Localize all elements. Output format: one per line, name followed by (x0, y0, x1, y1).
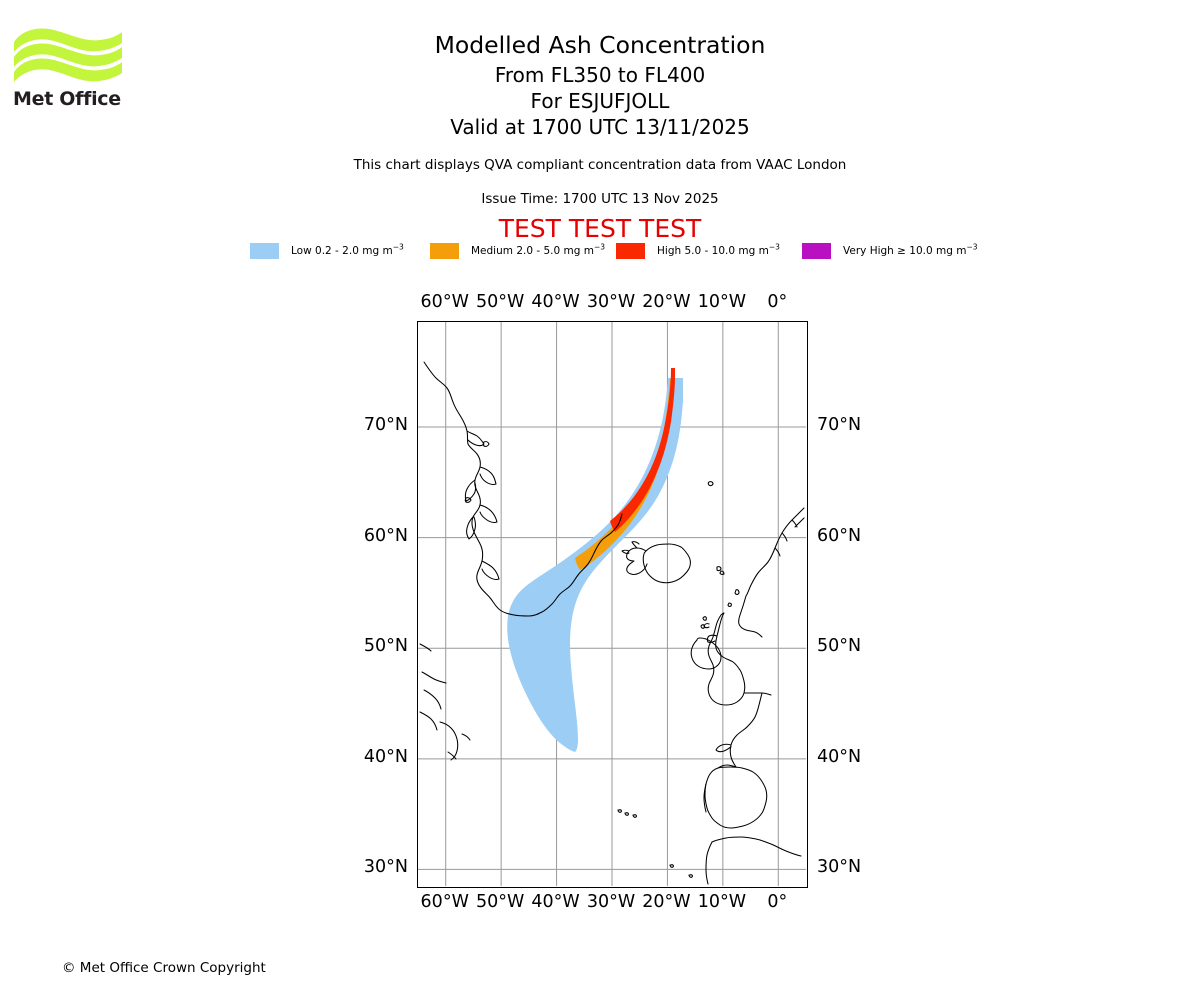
logo-waves-icon (14, 28, 122, 82)
legend-swatch-high (616, 243, 645, 259)
lon-tick-label: 30°W (586, 892, 636, 912)
lon-tick-label: 10°W (697, 292, 747, 312)
longitude-axis-top: 60°W 50°W 40°W 30°W 20°W 10°W 0° (0, 292, 1200, 316)
issue-time: Issue Time: 1700 UTC 13 Nov 2025 (481, 191, 719, 207)
lon-tick-label: 0° (767, 892, 788, 912)
legend-label-high: High 5.0 - 10.0 mg m−3 (657, 242, 780, 257)
lat-tick-label: 60°N (817, 525, 862, 546)
lat-tick-label: 60°N (363, 525, 408, 546)
met-office-logo (12, 24, 124, 114)
map-frame (417, 321, 808, 888)
lat-tick-label: 50°N (817, 636, 862, 657)
map-coastlines (419, 361, 805, 885)
volcano-subtitle: For ESJUFJOLL (530, 89, 670, 113)
lon-tick-label: 0° (767, 292, 788, 312)
lat-tick-label: 70°N (817, 415, 862, 436)
lon-tick-label: 40°W (531, 292, 580, 312)
lat-tick-label: 30°N (817, 857, 862, 878)
map-gridlines (418, 322, 806, 886)
lat-tick-label: 30°N (363, 857, 408, 878)
flight-level-subtitle: From FL350 to FL400 (494, 63, 706, 87)
qva-note: This chart displays QVA compliant concen… (353, 157, 847, 173)
lon-tick-label: 20°W (642, 292, 691, 312)
lon-tick-label: 20°W (642, 892, 691, 912)
lat-tick-label: 40°N (817, 746, 862, 767)
lat-tick-label: 40°N (363, 746, 408, 767)
lon-tick-label: 50°W (475, 892, 525, 912)
legend-item-low: Low 0.2 - 2.0 mg m−3 (250, 242, 404, 260)
legend-swatch-very-high (802, 243, 831, 259)
copyright-footer: © Met Office Crown Copyright (62, 960, 266, 976)
legend-swatch-medium (430, 243, 459, 259)
map-canvas (418, 322, 806, 886)
legend-swatch-low (250, 243, 279, 259)
lon-tick-label: 10°W (697, 892, 747, 912)
legend-item-high: High 5.0 - 10.0 mg m−3 (616, 242, 780, 260)
ash-plume-low (507, 378, 683, 752)
met-office-logo-text: Met Office (13, 88, 121, 110)
lon-tick-label: 60°W (420, 292, 469, 312)
lat-tick-label: 50°N (363, 636, 408, 657)
legend-label-medium: Medium 2.0 - 5.0 mg m−3 (471, 242, 606, 257)
legend-label-low: Low 0.2 - 2.0 mg m−3 (291, 242, 404, 257)
concentration-legend: Low 0.2 - 2.0 mg m−3 Medium 2.0 - 5.0 mg… (250, 242, 990, 260)
lon-tick-label: 30°W (586, 292, 636, 312)
legend-item-very-high: Very High ≥ 10.0 mg m−3 (802, 242, 978, 260)
longitude-axis-bottom: 60°W 50°W 40°W 30°W 20°W 10°W 0° (0, 892, 1200, 916)
test-banner: TEST TEST TEST (498, 214, 702, 243)
valid-time-subtitle: Valid at 1700 UTC 13/11/2025 (450, 115, 750, 139)
ash-plume-high (610, 368, 675, 532)
page-title: Modelled Ash Concentration (434, 31, 766, 59)
legend-label-very-high: Very High ≥ 10.0 mg m−3 (843, 242, 978, 257)
lon-tick-label: 40°W (531, 892, 580, 912)
lat-tick-label: 70°N (363, 415, 408, 436)
lon-tick-label: 50°W (475, 292, 525, 312)
ash-concentration-map: 70°N 60°N 50°N 40°N 30°N 70°N 60°N 50°N 40°N 30°… (364, 321, 861, 888)
lon-tick-label: 60°W (420, 892, 469, 912)
legend-item-medium: Medium 2.0 - 5.0 mg m−3 (430, 242, 605, 260)
